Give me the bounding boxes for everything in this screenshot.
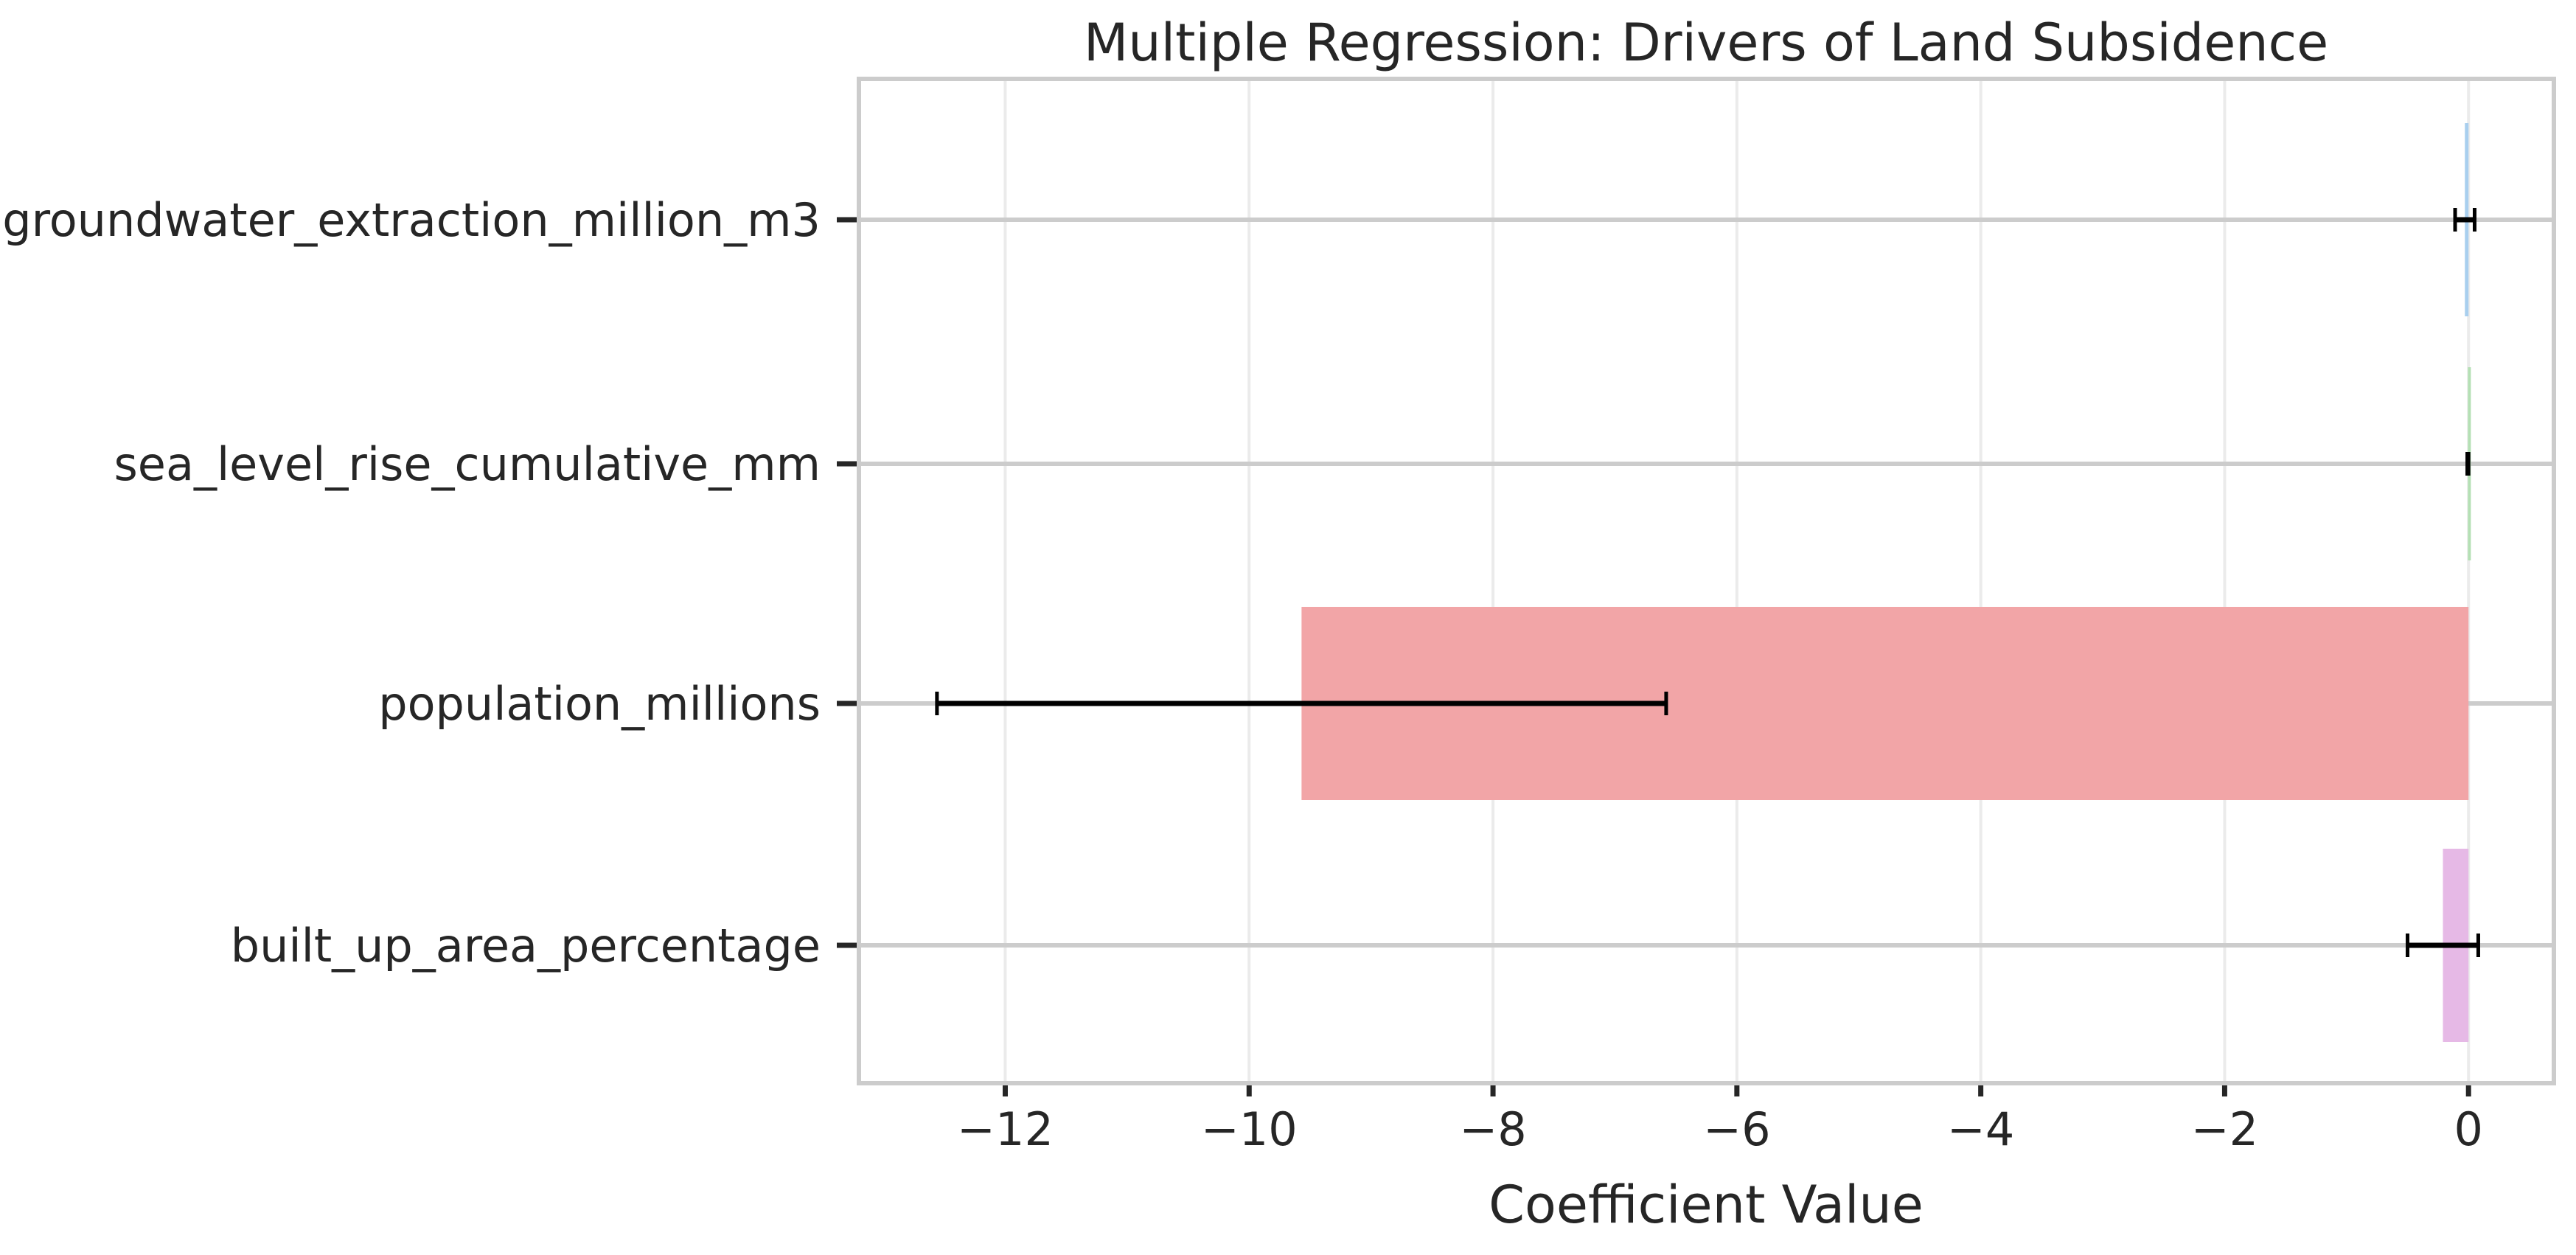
y-tick-label: sea_level_rise_cumulative_mm xyxy=(114,437,821,491)
y-tick-label: population_millions xyxy=(378,677,821,731)
x-axis-label: Coefficient Value xyxy=(1489,1175,1924,1235)
x-tick-label: −8 xyxy=(1459,1102,1526,1156)
x-tick-label: −10 xyxy=(1201,1102,1298,1156)
chart-title: Multiple Regression: Drivers of Land Sub… xyxy=(1084,13,2328,73)
y-tick-label: built_up_area_percentage xyxy=(231,919,821,973)
plot-frame xyxy=(857,77,2556,1085)
error-bars xyxy=(935,208,2480,957)
x-tick-label: −12 xyxy=(957,1102,1054,1156)
axis-ticks: −12 −10 −8 −6 −4 −2 0 groundwater_extraction_mi… xyxy=(2,193,2483,1156)
y-tick-label: groundwater_extraction_million_m3 xyxy=(2,193,821,247)
x-tick-label: −2 xyxy=(2191,1102,2258,1156)
x-tick-label: −6 xyxy=(1703,1102,1770,1156)
x-tick-label: −4 xyxy=(1947,1102,2014,1156)
x-tick-label: 0 xyxy=(2454,1102,2482,1156)
